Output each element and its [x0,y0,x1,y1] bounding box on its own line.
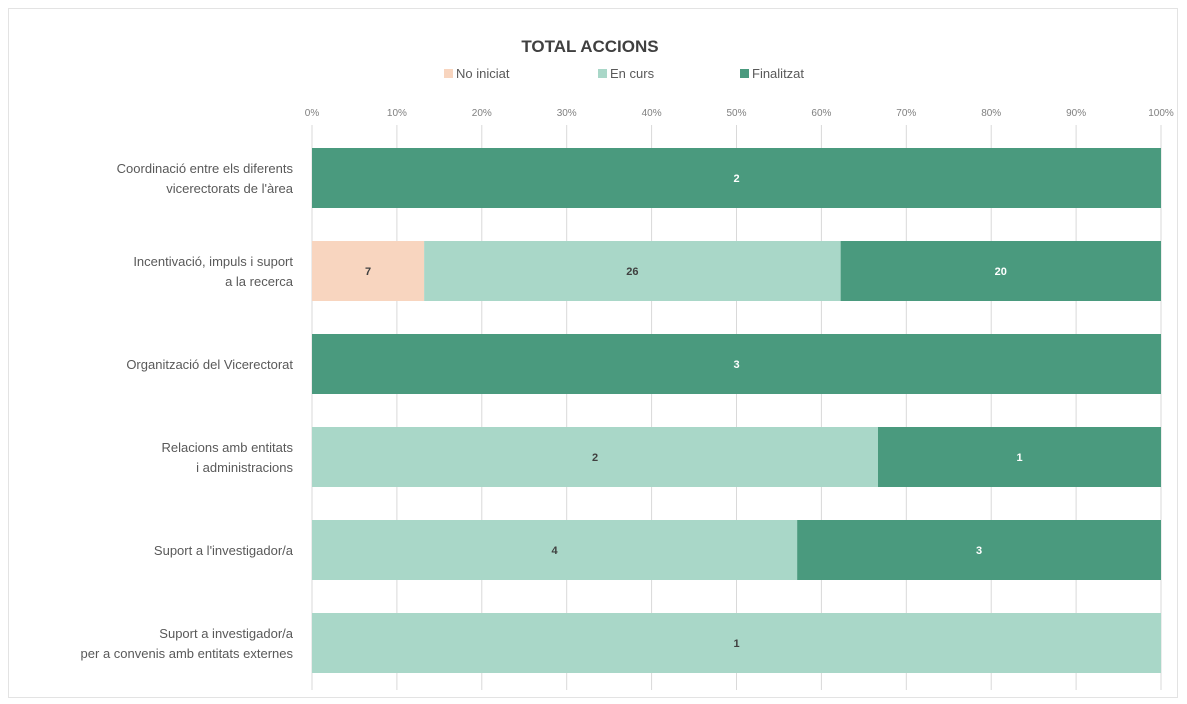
legend-item-1: En curs [598,66,655,81]
bar-segment [312,613,1161,673]
category-label: Organització del Vicerectorat [126,357,293,372]
x-tick-label: 50% [726,108,746,119]
category-label: per a convenis amb entitats externes [81,646,294,661]
category-label: Relacions amb entitats [161,440,293,455]
category-label: Coordinació entre els diferents [117,161,294,176]
bar-segment [797,520,1161,580]
category-labels: Coordinació entre els diferents vicerecto… [81,161,294,661]
data-label: 7 [365,266,371,278]
bar-segment [312,427,878,487]
bar-segment [312,241,425,301]
gridlines [311,125,1162,690]
legend-label: Finalitzat [752,66,804,81]
category-label: a la recerca [225,274,294,289]
x-tick-label: 70% [896,108,916,119]
bar-segment [878,427,1161,487]
x-tick-label: 30% [557,108,577,119]
x-tick-label: 60% [811,108,831,119]
category-label: Suport a l'investigador/a [154,543,294,558]
bar-segment [312,520,798,580]
data-label: 3 [976,545,982,557]
legend-swatch [444,69,453,78]
bars: 2 7 26 20 3 2 1 4 3 1 [312,148,1161,673]
category-label: Incentivació, impuls i suport [133,254,293,269]
x-axis-ticks: 0% 10% 20% 30% 40% 50% 60% 70% 80% 90% 100% [305,108,1174,119]
data-label: 3 [733,359,739,371]
x-tick-label: 100% [1148,108,1174,119]
data-label: 1 [1016,452,1022,464]
x-tick-label: 90% [1066,108,1086,119]
legend-swatch [598,69,607,78]
category-label: i administracions [196,460,293,475]
legend-label: En curs [610,66,655,81]
bar-segment [312,148,1161,208]
category-label: Suport a investigador/a [159,626,293,641]
bar-segment [312,334,1161,394]
x-tick-label: 10% [387,108,407,119]
legend-item-2: Finalitzat [740,66,804,81]
legend-swatch [740,69,749,78]
data-label: 20 [995,266,1007,278]
x-tick-label: 40% [642,108,662,119]
data-label: 1 [733,638,739,650]
legend-item-0: No iniciat [444,66,510,81]
data-label: 2 [733,173,739,185]
x-tick-label: 0% [305,108,320,119]
data-label: 4 [552,545,559,557]
bar-segment [424,241,841,301]
category-label: vicerectorats de l'àrea [166,181,294,196]
x-tick-label: 80% [981,108,1001,119]
chart-title: TOTAL ACCIONS [521,37,658,56]
data-label: 26 [626,266,638,278]
data-label: 2 [592,452,598,464]
bar-segment [840,241,1161,301]
legend: No iniciat En curs Finalitzat [444,66,804,81]
x-tick-label: 20% [472,108,492,119]
legend-label: No iniciat [456,66,510,81]
